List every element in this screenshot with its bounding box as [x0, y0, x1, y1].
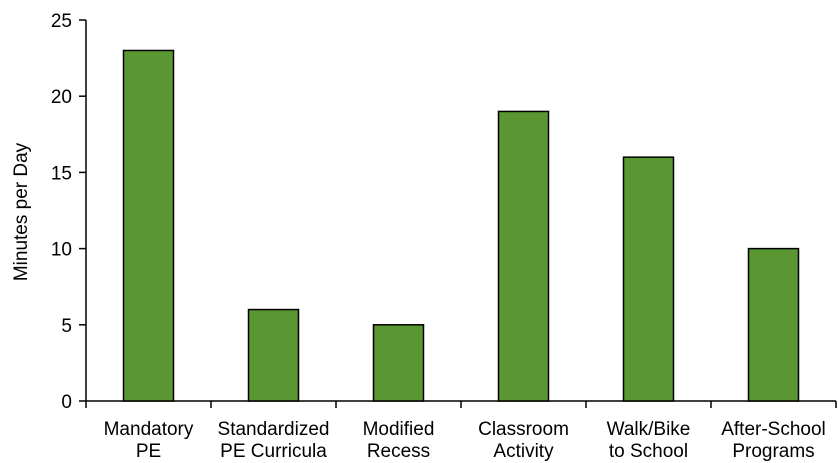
bar — [747, 247, 800, 402]
plot-area: 0 5 10 15 20 25 Mandatory PE Standardized PE Curr… — [51, 11, 837, 462]
y-tick-label: 10 — [51, 240, 72, 261]
x-category-label: Walk/Bike to School — [607, 419, 691, 462]
bar — [372, 324, 425, 402]
x-category-label: After-School Programs — [721, 419, 826, 462]
y-tick-label: 20 — [51, 87, 72, 108]
y-tick-label: 0 — [61, 392, 72, 413]
x-category-label: Modified Recess — [363, 419, 435, 462]
x-category-label: Mandatory PE — [104, 419, 194, 462]
bar — [247, 308, 300, 402]
bar — [497, 110, 550, 402]
x-category-label: Classroom Activity — [478, 419, 569, 462]
bar — [622, 156, 675, 402]
y-tick-label: 15 — [51, 163, 72, 184]
y-tick-label: 25 — [51, 11, 72, 32]
bar — [122, 49, 175, 402]
x-category-label: Standardized PE Curricula — [218, 419, 330, 462]
y-tick-label: 5 — [61, 316, 72, 337]
y-axis-title: Minutes per Day — [11, 142, 32, 281]
